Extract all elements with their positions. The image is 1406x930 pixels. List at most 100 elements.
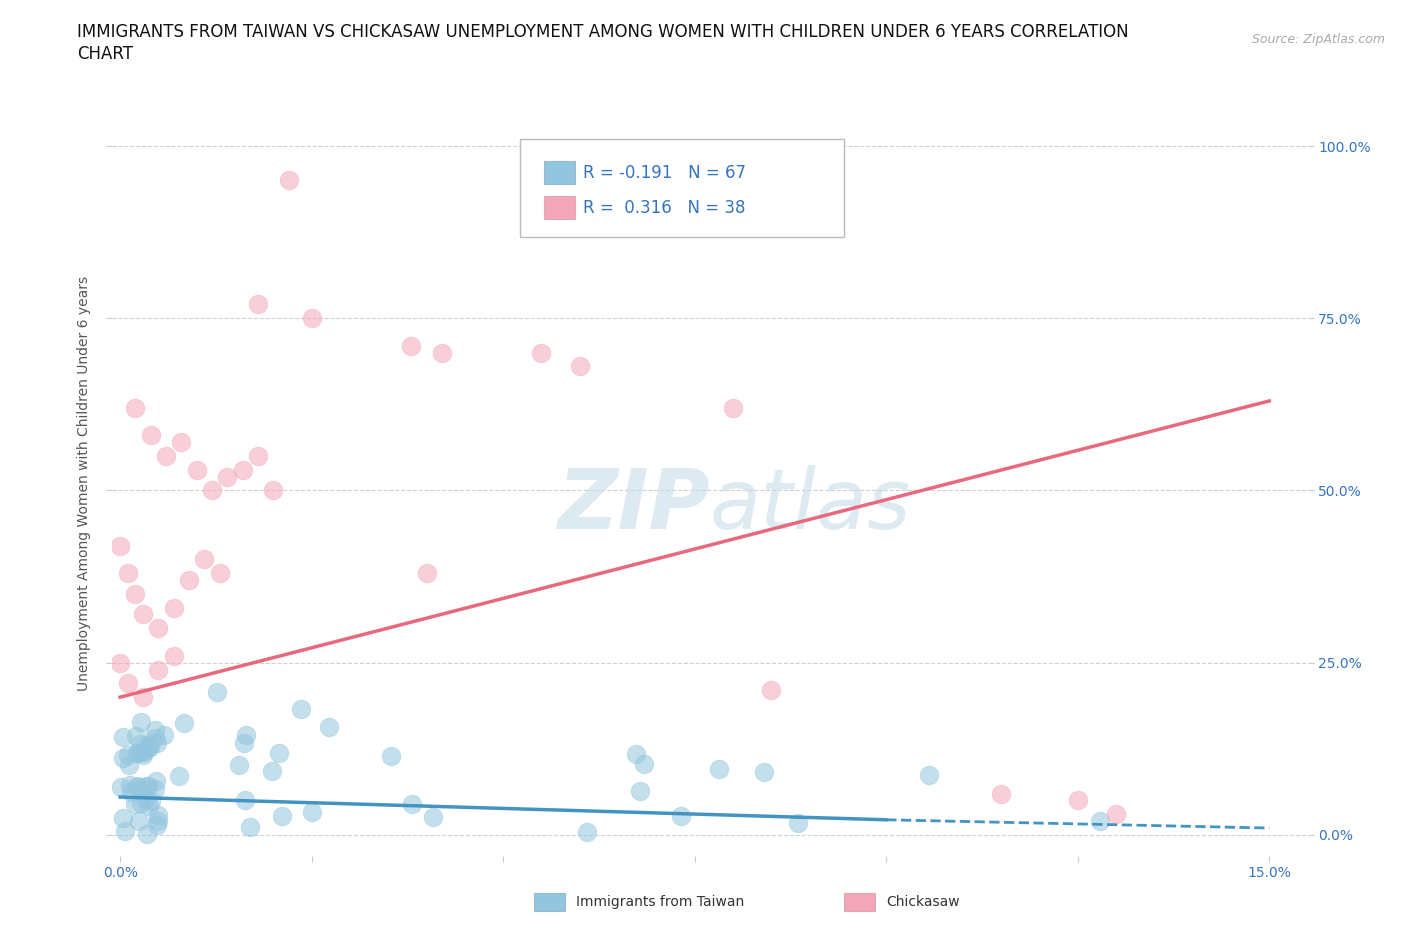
Text: IMMIGRANTS FROM TAIWAN VS CHICKASAW UNEMPLOYMENT AMONG WOMEN WITH CHILDREN UNDER: IMMIGRANTS FROM TAIWAN VS CHICKASAW UNEM… xyxy=(77,23,1129,41)
Point xyxy=(145,774,167,789)
Point xyxy=(186,462,208,477)
Point xyxy=(301,804,323,819)
Point xyxy=(238,819,260,834)
Point xyxy=(233,792,256,807)
Point xyxy=(146,814,169,829)
Y-axis label: Unemployment Among Women with Children Under 6 years: Unemployment Among Women with Children U… xyxy=(77,276,91,691)
Point xyxy=(117,748,139,763)
Point xyxy=(401,339,423,353)
Point xyxy=(709,762,731,777)
Point xyxy=(163,600,186,615)
Point xyxy=(143,781,166,796)
Text: Chickasaw: Chickasaw xyxy=(886,895,959,910)
Point xyxy=(148,621,170,636)
Point xyxy=(111,751,134,765)
Point xyxy=(132,747,155,762)
Point xyxy=(167,768,190,783)
Point xyxy=(155,448,177,463)
Point xyxy=(401,797,423,812)
Text: R = -0.191   N = 67: R = -0.191 N = 67 xyxy=(583,164,747,182)
Point xyxy=(124,587,146,602)
Point xyxy=(128,779,150,794)
Point xyxy=(721,401,744,416)
Point xyxy=(145,736,167,751)
Text: Source: ZipAtlas.com: Source: ZipAtlas.com xyxy=(1251,33,1385,46)
Point xyxy=(129,737,152,751)
Point xyxy=(145,818,167,833)
Point xyxy=(143,723,166,737)
Point xyxy=(247,297,270,312)
Point xyxy=(262,764,284,778)
Point xyxy=(1105,807,1128,822)
Point xyxy=(193,551,215,566)
Point xyxy=(754,764,776,779)
Point xyxy=(153,727,176,742)
Point xyxy=(114,823,136,838)
Point xyxy=(129,714,152,729)
Point xyxy=(170,435,193,450)
Text: CHART: CHART xyxy=(77,45,134,62)
Text: atlas: atlas xyxy=(710,465,911,547)
Point xyxy=(117,565,139,580)
Point xyxy=(148,662,170,677)
Point xyxy=(135,778,157,793)
Point xyxy=(132,607,155,622)
Point xyxy=(129,795,152,810)
Text: R =  0.316   N = 38: R = 0.316 N = 38 xyxy=(583,199,747,218)
Point xyxy=(576,825,599,840)
Point xyxy=(125,778,148,793)
Point xyxy=(318,720,340,735)
Point xyxy=(136,778,159,793)
Point xyxy=(136,827,159,842)
Point xyxy=(990,786,1012,801)
Point xyxy=(177,573,200,588)
Text: Immigrants from Taiwan: Immigrants from Taiwan xyxy=(576,895,745,910)
Point xyxy=(118,758,141,773)
Point xyxy=(422,809,444,824)
Point xyxy=(568,359,591,374)
Point xyxy=(138,799,160,814)
Point xyxy=(247,448,270,463)
Point xyxy=(208,565,231,580)
Point xyxy=(134,745,156,760)
Point xyxy=(108,538,131,553)
Point xyxy=(207,684,229,699)
Point xyxy=(530,345,553,360)
Point xyxy=(201,483,224,498)
Point xyxy=(163,648,186,663)
Point xyxy=(112,730,135,745)
Point xyxy=(1088,814,1111,829)
Point xyxy=(139,740,162,755)
Point xyxy=(761,683,783,698)
Point xyxy=(918,767,941,782)
Point xyxy=(271,808,294,823)
Point xyxy=(262,483,284,498)
Point xyxy=(129,745,152,760)
Point xyxy=(120,777,142,792)
Point xyxy=(120,785,142,800)
Point xyxy=(132,690,155,705)
Point xyxy=(108,656,131,671)
Point xyxy=(139,428,162,443)
Point xyxy=(146,807,169,822)
Point xyxy=(787,816,810,830)
Point xyxy=(380,749,402,764)
Point xyxy=(628,783,651,798)
Point xyxy=(232,462,254,477)
Point xyxy=(233,736,256,751)
Point xyxy=(290,702,312,717)
Point xyxy=(228,757,250,772)
Point xyxy=(111,810,134,825)
Point xyxy=(143,730,166,745)
Point xyxy=(269,746,291,761)
Point xyxy=(633,757,655,772)
Point xyxy=(301,311,323,325)
Point xyxy=(136,740,159,755)
Point xyxy=(124,796,146,811)
Point xyxy=(110,780,132,795)
Point xyxy=(117,676,139,691)
Point xyxy=(173,715,195,730)
Point xyxy=(277,173,299,188)
Point xyxy=(624,747,647,762)
Point xyxy=(127,745,149,760)
